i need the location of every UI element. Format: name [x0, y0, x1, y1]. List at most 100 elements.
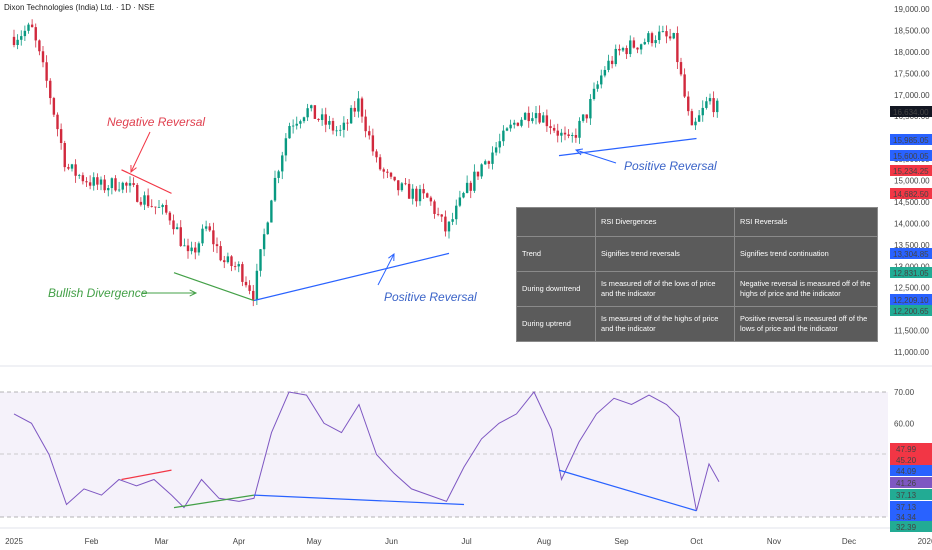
rsi-tick-label: 70.00: [894, 388, 915, 397]
price-tick-label: 19,000.00: [894, 5, 930, 14]
candle-body: [63, 142, 66, 168]
rsi-label-badge: [890, 443, 932, 454]
candle-body: [165, 204, 168, 213]
candle-body: [339, 129, 342, 131]
rsi-label-value: 41.26: [896, 479, 917, 488]
candle-body: [665, 31, 668, 37]
candle-body: [531, 118, 534, 122]
annotation-label: Bullish Divergence: [48, 286, 148, 300]
rsi-label-value: 37.13: [896, 491, 917, 500]
candle-body: [440, 214, 443, 217]
table-header-cell: [516, 207, 596, 237]
price-tick-label: 18,500.00: [894, 26, 930, 35]
price-label-value: 12,831.05: [893, 269, 929, 278]
candle-body: [382, 169, 385, 172]
price-tick-label: 17,500.00: [894, 69, 930, 78]
candle-body: [27, 24, 30, 31]
price-axis-labels: 16,634.00 15,985.05 15,600.05 15,234.25 14,6…: [890, 106, 932, 316]
candle-body: [596, 84, 599, 89]
candle-body: [125, 182, 128, 186]
price-tick-label: 15,000.00: [894, 177, 930, 186]
price-label-value: 12,200.65: [893, 307, 929, 316]
candle-body: [335, 130, 338, 132]
candle-body: [480, 164, 483, 177]
candle-body: [266, 222, 269, 235]
time-tick-label: Jun: [385, 537, 398, 546]
annotation-label: Positive Reversal: [384, 290, 477, 304]
candle-body: [183, 245, 186, 247]
candle-body: [473, 171, 476, 191]
candle-body: [360, 98, 364, 117]
price-label-value: 15,985.05: [893, 136, 929, 145]
candle-body: [589, 98, 592, 119]
candle-body: [397, 180, 400, 191]
price-label-value: 13,304.85: [893, 250, 929, 259]
price-label-badge: [890, 294, 932, 305]
candle-body: [85, 181, 88, 183]
candle-body: [389, 172, 393, 177]
candle-body: [150, 206, 153, 207]
table-row: During uptrend Is measured off of the hi…: [516, 306, 878, 342]
rsi-label-badge: [890, 465, 932, 476]
candle-body: [661, 31, 665, 32]
candle-body: [639, 44, 643, 50]
candle-body: [571, 135, 574, 136]
candle-body: [317, 118, 320, 120]
rsi-trendline: [253, 494, 465, 506]
candle-body: [534, 113, 538, 119]
annotation-arrow: [575, 149, 617, 164]
time-tick-label: May: [306, 537, 321, 546]
price-tick-label: 11,500.00: [894, 327, 930, 336]
candle-body: [59, 129, 63, 143]
candle-body: [110, 178, 114, 189]
candle-body: [404, 183, 407, 185]
candle-body: [233, 266, 237, 267]
candle-body: [690, 111, 694, 126]
candle-body: [462, 192, 465, 198]
rsi-label-badge: [890, 511, 932, 522]
price-tick-label: 12,500.00: [894, 284, 930, 293]
price-label-badge: [890, 165, 932, 176]
candle-body: [494, 147, 498, 153]
candle-body: [342, 122, 346, 130]
candle-body: [41, 51, 45, 63]
candle-body: [346, 122, 349, 124]
price-label-value: 15,600.05: [893, 152, 929, 161]
candle-body: [447, 221, 451, 232]
candle-body: [426, 193, 429, 198]
candle-body: [281, 155, 284, 172]
candle-body: [607, 60, 610, 70]
candle-body: [81, 175, 85, 182]
candle-body: [556, 130, 559, 136]
candle-body: [121, 182, 124, 190]
candle-body: [273, 177, 277, 201]
annotation-arrows: [130, 131, 617, 297]
rsi-label-value: 44.09: [896, 467, 917, 476]
candle-body: [433, 201, 436, 214]
candle-body: [629, 40, 632, 55]
candle-body: [88, 182, 92, 186]
candle-body: [647, 33, 650, 43]
candle-body: [320, 114, 324, 120]
candle-body: [545, 115, 549, 127]
candle-body: [12, 36, 16, 46]
candle-body: [146, 195, 150, 207]
candle-body: [523, 112, 527, 120]
table-cell: Is measured off of the lows of price and…: [595, 271, 735, 307]
candle-body: [683, 74, 686, 97]
candle-body: [549, 126, 552, 128]
price-label-badge: [890, 134, 932, 145]
candle-body: [697, 115, 701, 122]
candle-body: [291, 125, 295, 127]
candle-body: [679, 62, 683, 75]
table-row: During downtrend Is measured off of the …: [516, 271, 878, 307]
rsi-trendlines: [121, 469, 697, 512]
price-label-value: 15,234.25: [893, 167, 929, 176]
candle-body: [676, 33, 679, 63]
candle-body: [592, 88, 596, 99]
table-header-cell: RSI Reversals: [734, 207, 878, 237]
table-header-cell: RSI Divergences: [595, 207, 735, 237]
time-tick-label: Aug: [537, 537, 551, 546]
candle-body: [581, 114, 585, 121]
